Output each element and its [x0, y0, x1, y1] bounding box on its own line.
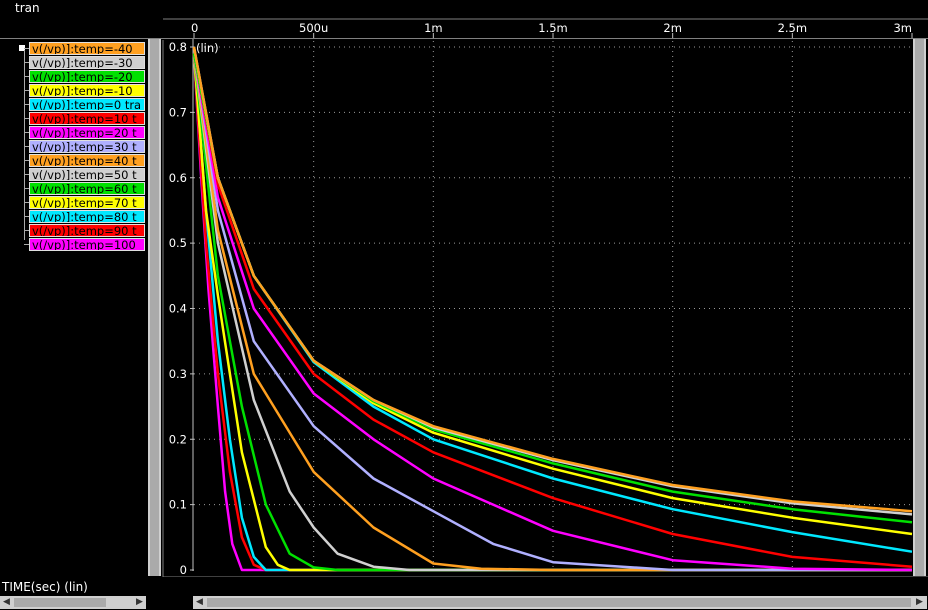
legend-horizontal-scrollbar[interactable]: ◀ ▶ — [0, 596, 146, 609]
legend-item[interactable]: v(/vp)]:temp=-20 — [29, 70, 145, 83]
legend-item[interactable]: v(/vp)]:temp=50 t — [29, 168, 145, 181]
legend-tree-branch — [24, 230, 29, 231]
scroll-left-icon[interactable]: ◀ — [196, 597, 203, 607]
legend-item[interactable]: v(/vp)]:temp=40 t — [29, 154, 145, 167]
x-tick-label-top: 0 — [191, 21, 198, 35]
legend-vertical-scrollbar[interactable] — [148, 39, 161, 576]
y-axis-label: (lin) — [196, 41, 219, 55]
separator-line — [0, 38, 928, 39]
x-tick-label-top: 2m — [663, 21, 682, 35]
scrollbar-thumb[interactable] — [14, 598, 106, 607]
plot-vertical-scrollbar[interactable] — [913, 39, 926, 576]
legend-collapse-icon[interactable] — [19, 45, 25, 51]
analysis-tab-label[interactable]: tran — [15, 1, 40, 15]
legend-item[interactable]: v(/vp)]:temp=-30 — [29, 56, 145, 69]
legend-tree-branch — [24, 244, 29, 245]
legend-item[interactable]: v(/vp)]:temp=100 — [29, 238, 145, 251]
legend-tree-branch — [24, 160, 29, 161]
y-tick-label: 0.1 — [169, 498, 187, 512]
legend-tree-branch — [24, 202, 29, 203]
legend-tree-branch — [24, 62, 29, 63]
legend-item[interactable]: v(/vp)]:temp=0 tra — [29, 98, 145, 111]
legend-tree-branch — [24, 132, 29, 133]
title-bar: tran — [0, 0, 928, 20]
series-line — [192, 46, 913, 516]
legend-tree-branch — [24, 174, 29, 175]
y-tick-label: 0.5 — [169, 236, 187, 250]
legend-tree-branch — [24, 188, 29, 189]
x-axis-title: TIME(sec) (lin) — [2, 580, 88, 594]
x-tick-label-top: 1m — [424, 21, 443, 35]
y-tick-label: 0.8 — [169, 40, 187, 54]
x-tick-label-top: 500u — [299, 21, 328, 35]
scrollbar-thumb[interactable] — [915, 39, 924, 576]
legend-item[interactable]: v(/vp)]:temp=70 t — [29, 196, 145, 209]
series-line — [192, 53, 912, 572]
x-tick-label-top: 2.5m — [778, 21, 808, 35]
legend-tree-branch — [24, 104, 29, 105]
y-tick-label: 0.3 — [169, 367, 187, 381]
legend-item[interactable]: v(/vp)]:temp=10 t — [29, 112, 145, 125]
legend-tree-branch — [24, 48, 29, 49]
x-tick-label-top: 1.5m — [538, 21, 568, 35]
series-line — [192, 53, 912, 572]
scrollbar-thumb[interactable] — [150, 39, 159, 576]
y-tick-label: 0 — [180, 563, 187, 577]
legend-item[interactable]: v(/vp)]:temp=80 t — [29, 210, 145, 223]
legend-tree-branch — [24, 216, 29, 217]
y-tick-label: 0.7 — [169, 105, 187, 119]
legend-item[interactable]: v(/vp)]:temp=90 t — [29, 224, 145, 237]
series-line — [192, 53, 912, 572]
waveform-plot[interactable]: 00.10.20.30.40.50.60.70.8(lin)00500u500u… — [0, 0, 928, 596]
legend-item[interactable]: v(/vp)]:temp=-10 — [29, 84, 145, 97]
y-tick-label: 0.4 — [169, 302, 187, 316]
y-tick-label: 0.2 — [169, 432, 187, 446]
legend-item[interactable]: v(/vp)]:temp=20 t — [29, 126, 145, 139]
scroll-left-icon[interactable]: ◀ — [3, 597, 10, 607]
series-line — [192, 53, 912, 572]
legend-item[interactable]: v(/vp)]:temp=-40 — [29, 42, 145, 55]
scrollbar-thumb[interactable] — [207, 598, 911, 607]
x-tick-label-top: 3m — [893, 21, 912, 35]
scroll-right-icon[interactable]: ▶ — [916, 597, 923, 607]
plot-horizontal-scrollbar[interactable]: ◀ ▶ — [193, 596, 927, 609]
series-line — [192, 53, 912, 572]
legend-tree-branch — [24, 76, 29, 77]
series-line — [192, 53, 913, 568]
scroll-right-icon[interactable]: ▶ — [136, 597, 143, 607]
series-line — [192, 46, 913, 513]
legend-tree-branch — [24, 118, 29, 119]
legend-tree-branch — [24, 90, 29, 91]
legend-tree-line — [24, 50, 25, 240]
y-tick-label: 0.6 — [169, 171, 187, 185]
legend-item[interactable]: v(/vp)]:temp=60 t — [29, 182, 145, 195]
series-line — [192, 53, 913, 572]
legend-item[interactable]: v(/vp)]:temp=30 t — [29, 140, 145, 153]
legend-tree-branch — [24, 146, 29, 147]
